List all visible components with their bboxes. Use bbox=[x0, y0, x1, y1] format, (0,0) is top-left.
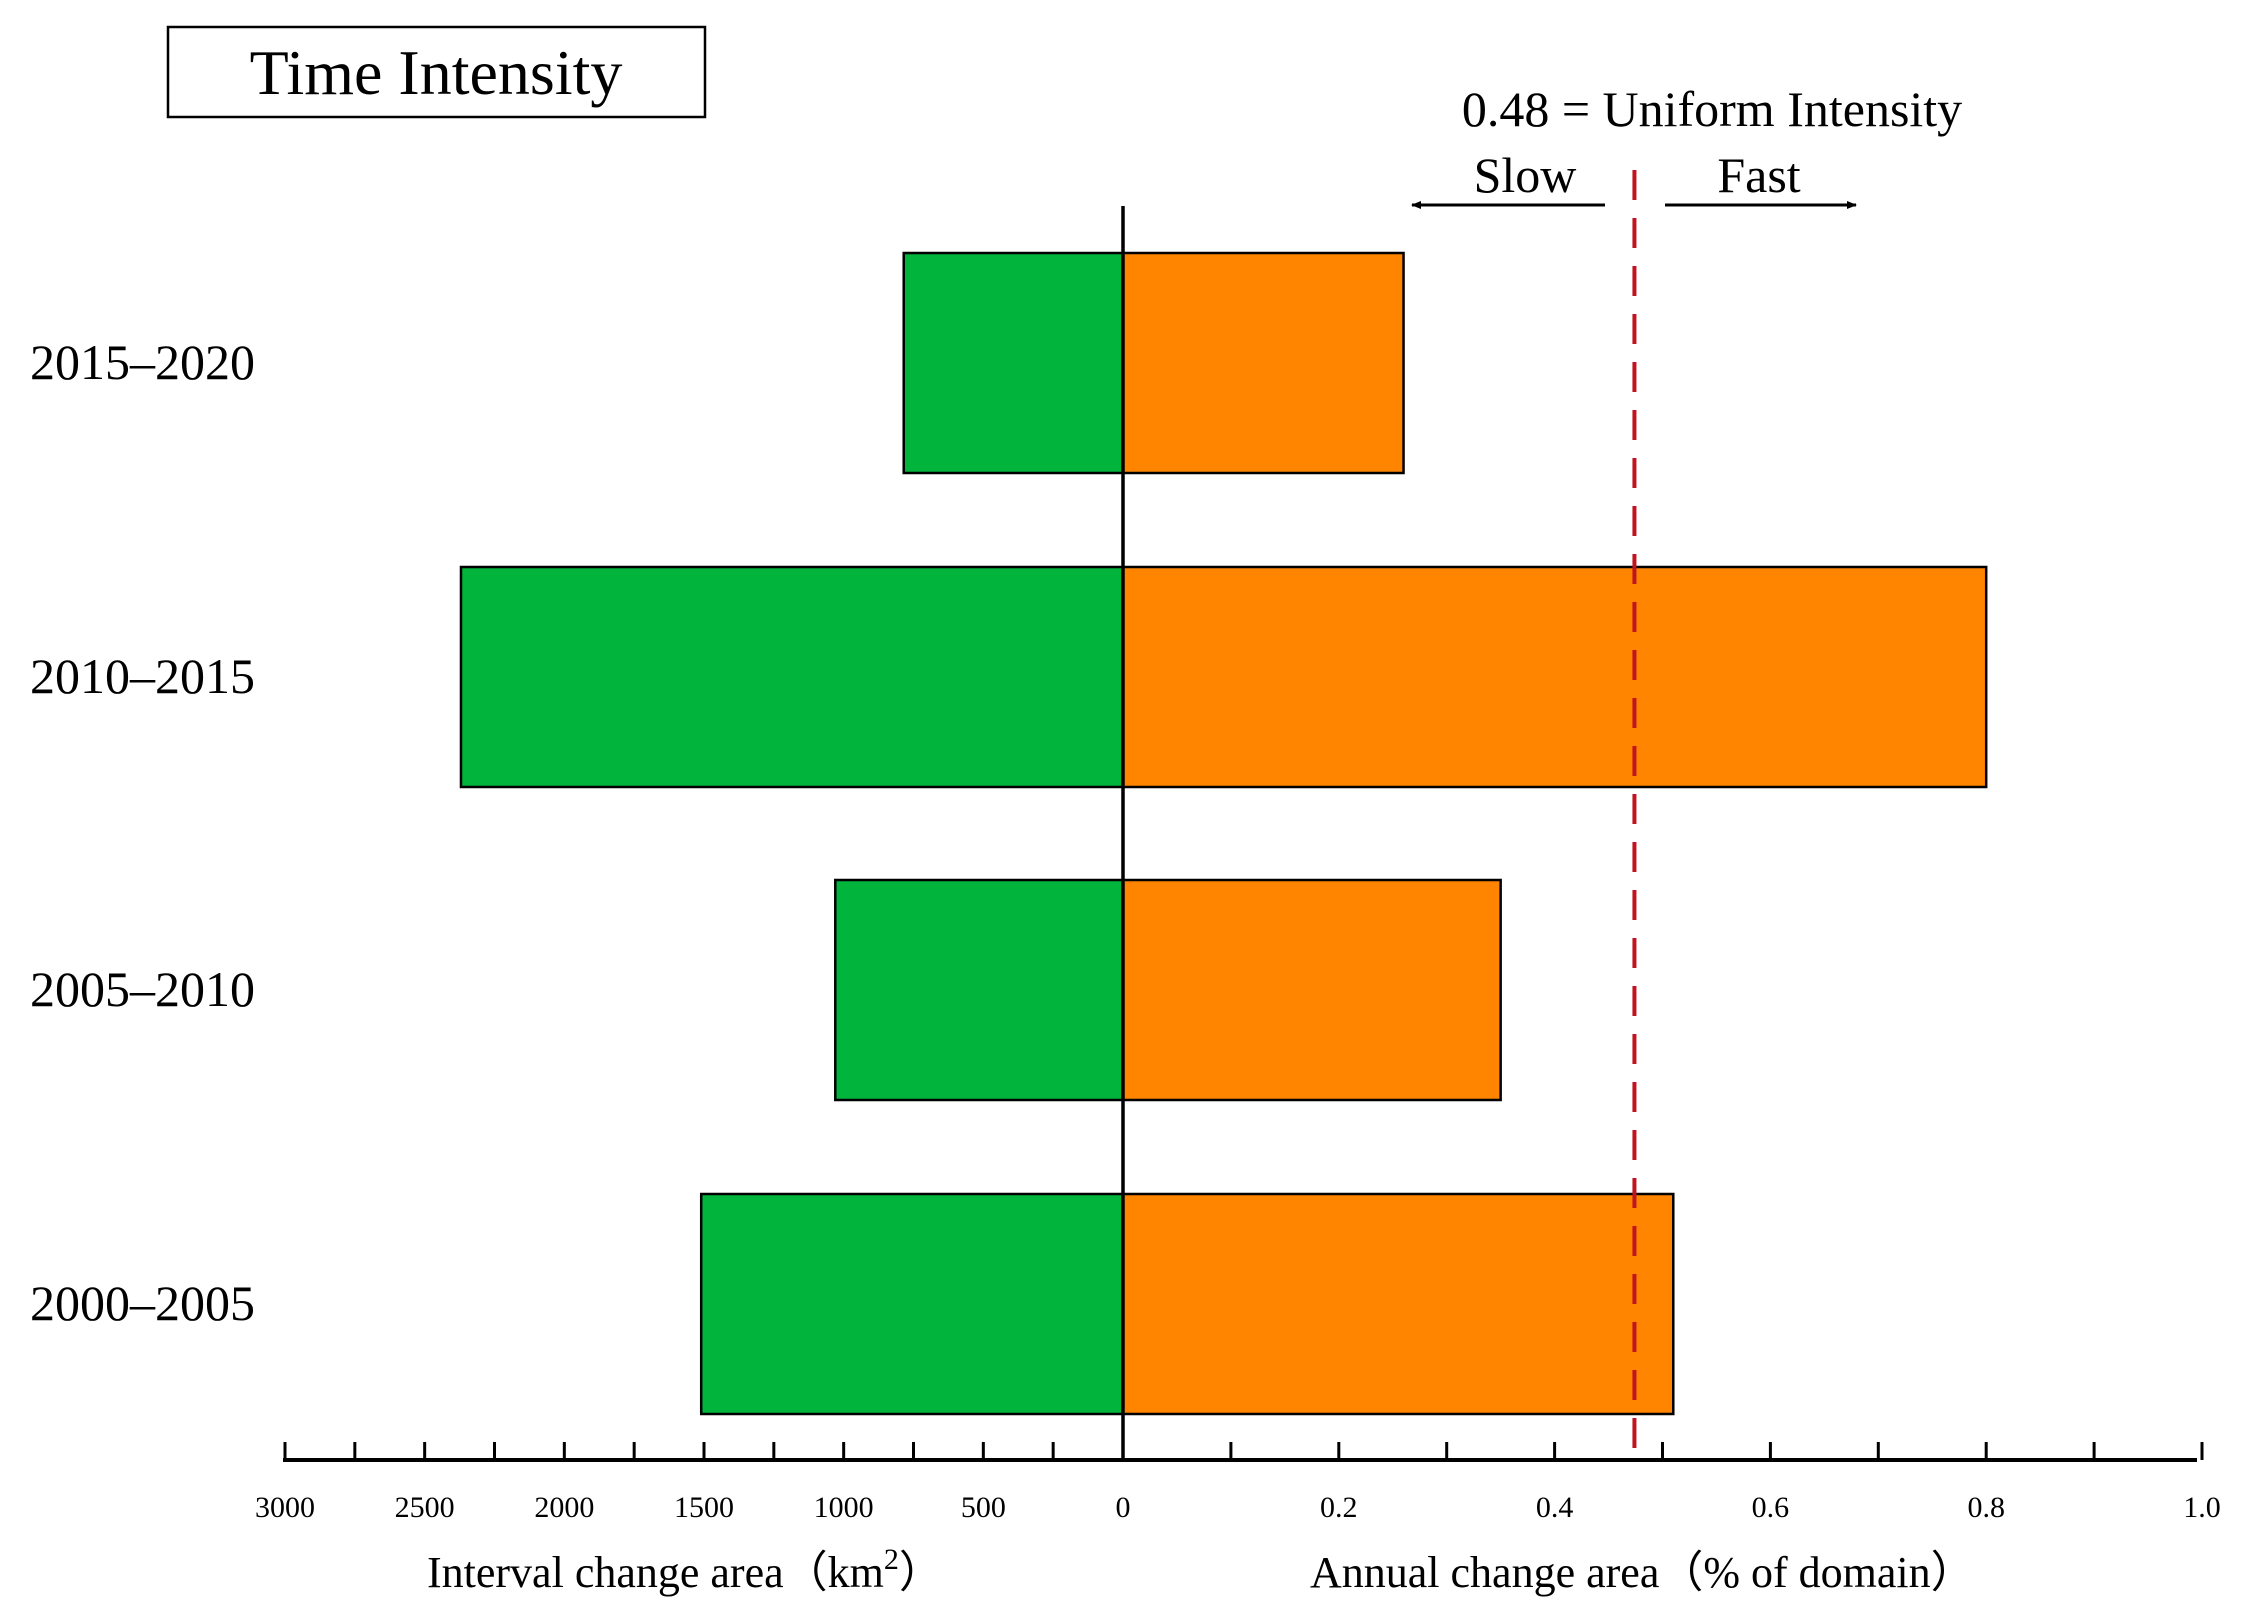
bar-annual-change bbox=[1121, 251, 1405, 475]
uniform-intensity-label: 0.48 = Uniform Intensity bbox=[1462, 81, 1962, 137]
bar-annual-change bbox=[1121, 878, 1502, 1102]
bar-annual-change bbox=[1121, 1192, 1675, 1416]
right-axis-tick-label: 0.4 bbox=[1536, 1491, 1574, 1524]
right-axis-tick-label: 1.0 bbox=[2183, 1491, 2221, 1524]
left-axis-tick-label: 500 bbox=[961, 1491, 1006, 1524]
bar-interval-change bbox=[459, 565, 1125, 789]
left-axis-tick-label: 1500 bbox=[674, 1491, 734, 1524]
left-axis-title: Interval change area（km2） bbox=[427, 1543, 943, 1597]
bar-annual-change bbox=[1121, 565, 1988, 789]
left-axis-title-text: Interval change area（km bbox=[427, 1548, 884, 1597]
left-axis-tick-label: 2000 bbox=[534, 1491, 594, 1524]
title-box bbox=[166, 25, 707, 119]
category-label: 2000–2005 bbox=[30, 1275, 255, 1331]
right-axis-tick-label: 0.2 bbox=[1320, 1491, 1358, 1524]
chart-title: Time Intensity bbox=[250, 37, 623, 108]
right-axis-tick-label: 0.8 bbox=[1967, 1491, 2005, 1524]
category-label: 2010–2015 bbox=[30, 648, 255, 704]
bar-interval-change bbox=[902, 251, 1125, 475]
category-label: 2005–2010 bbox=[30, 961, 255, 1017]
slow-label: Slow bbox=[1474, 147, 1577, 203]
left-axis-title-close: ） bbox=[899, 1548, 943, 1597]
left-axis-tick-label: 0 bbox=[1116, 1491, 1131, 1524]
left-axis-title-sup: 2 bbox=[884, 1543, 899, 1576]
category-label: 2015–2020 bbox=[30, 334, 255, 390]
right-axis-tick-label: 0.6 bbox=[1752, 1491, 1790, 1524]
left-axis-tick-label: 3000 bbox=[255, 1491, 315, 1524]
bar-interval-change bbox=[834, 878, 1125, 1102]
fast-label: Fast bbox=[1717, 147, 1800, 203]
left-axis-tick-label: 1000 bbox=[814, 1491, 874, 1524]
left-axis-tick-label: 2500 bbox=[395, 1491, 455, 1524]
right-axis-title: Annual change area（% of domain） bbox=[1310, 1548, 1975, 1597]
bar-interval-change bbox=[699, 1192, 1125, 1416]
